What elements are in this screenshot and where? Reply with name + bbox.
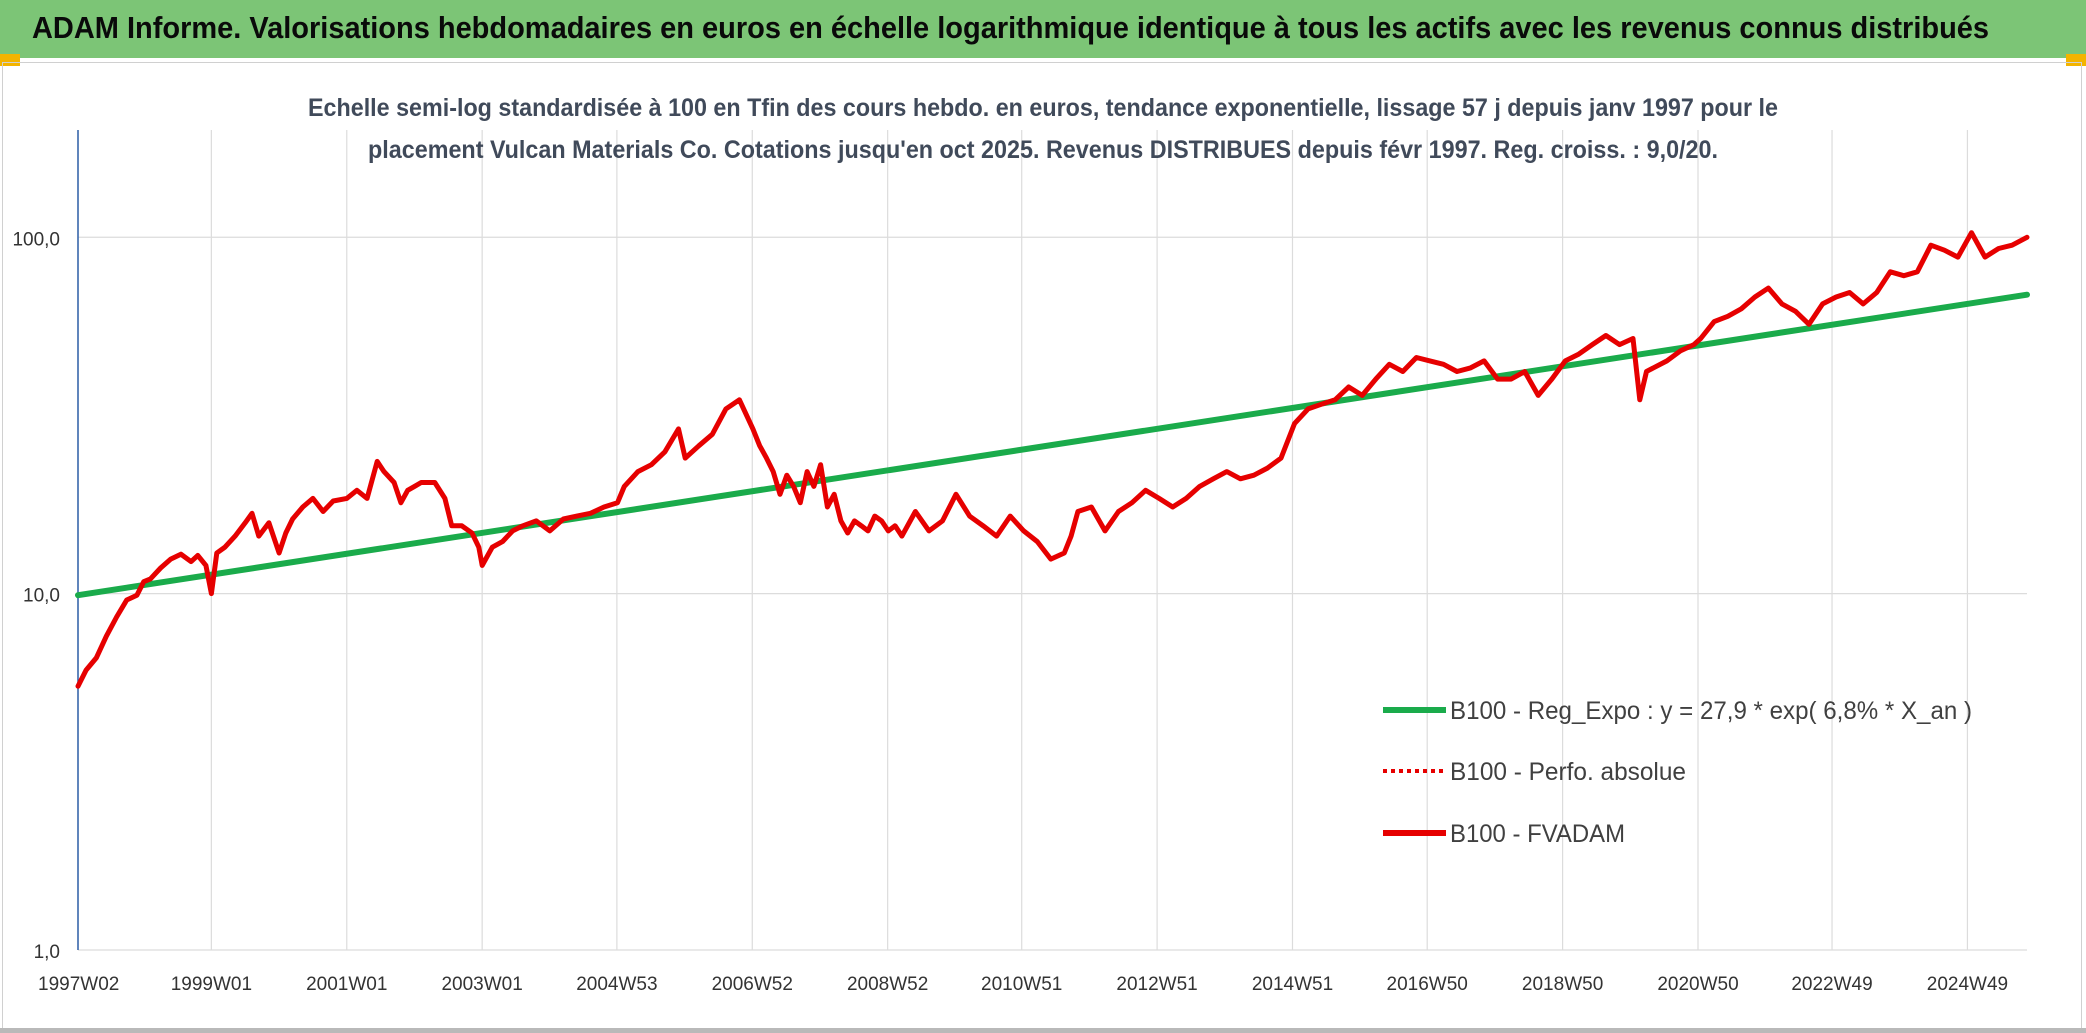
title-banner: ADAM Informe. Valorisations hebdomadaire… <box>0 0 2086 58</box>
x-tick-labels: 1997W02 1999W01 2001W01 2003W01 2004W53 2006W… <box>38 974 2008 995</box>
legend-label-fvadam: B100 - FVADAM <box>1450 820 1625 848</box>
legend-label-reg-expo: B100 - Reg_Expo : y = 27,9 * exp( 6,8% *… <box>1450 697 1972 725</box>
x-tick-label: 2008W52 <box>847 974 928 995</box>
x-tick-label: 1999W01 <box>171 974 252 995</box>
x-tick-label: 2022W49 <box>1791 974 1872 995</box>
x-tick-label: 2003W01 <box>441 974 522 995</box>
series-layer <box>75 230 2030 689</box>
x-tick-label: 2004W53 <box>576 974 657 995</box>
x-tick-label: 2024W49 <box>1927 974 2008 995</box>
chart-subtitle-line-2: placement Vulcan Materials Co. Cotations… <box>368 136 1718 164</box>
x-tick-label: 2001W01 <box>306 974 387 995</box>
chart-subtitle-line-1: Echelle semi-log standardisée à 100 en T… <box>308 94 1778 122</box>
chart-legend: B100 - Reg_Expo : y = 27,9 * exp( 6,8% *… <box>1383 697 1972 848</box>
x-tick-label: 2014W51 <box>1252 974 1333 995</box>
x-tick-label: 1997W02 <box>38 974 119 995</box>
x-tick-label: 2020W50 <box>1657 974 1738 995</box>
x-tick-label: 2016W50 <box>1387 974 1468 995</box>
y-tick-labels: 1,0 10,0 100,0 <box>12 229 60 963</box>
y-tick-label: 1,0 <box>34 942 60 963</box>
y-tick-label: 10,0 <box>23 586 60 607</box>
x-tick-label: 2010W51 <box>981 974 1062 995</box>
x-tick-label: 2012W51 <box>1116 974 1197 995</box>
y-tick-label: 100,0 <box>12 229 60 250</box>
series-fvadam-line <box>75 230 2030 689</box>
grid-lines <box>77 130 2027 951</box>
corner-mark-left <box>0 54 20 66</box>
x-tick-label: 2006W52 <box>712 974 793 995</box>
x-tick-label: 2018W50 <box>1522 974 1603 995</box>
frame-bottom-edge <box>0 1028 2086 1033</box>
legend-label-perfo-absolue: B100 - Perfo. absolue <box>1450 758 1686 786</box>
banner-title: ADAM Informe. Valorisations hebdomadaire… <box>32 10 1990 45</box>
series-reg-expo-line <box>75 291 2030 599</box>
